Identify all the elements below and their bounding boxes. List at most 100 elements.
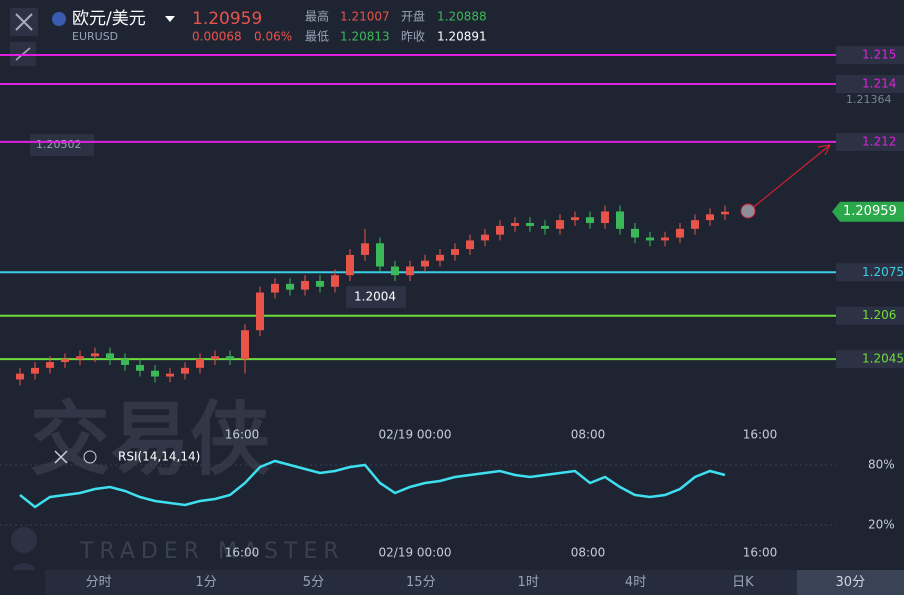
x-label: 08:00 xyxy=(571,428,606,442)
candle-body xyxy=(166,373,174,377)
candle-body xyxy=(46,362,54,368)
candle-body xyxy=(256,292,264,331)
candle-body xyxy=(586,217,594,224)
candle-body xyxy=(136,364,144,371)
candle-body xyxy=(211,356,219,360)
level-label: 1.206 xyxy=(862,308,896,322)
rsi-line xyxy=(19,459,726,509)
candle-body xyxy=(421,260,429,267)
x-label: 16:00 xyxy=(225,428,260,442)
candle-body xyxy=(721,211,729,215)
candle-body xyxy=(676,228,684,238)
candle-body xyxy=(541,225,549,229)
price-tag-label: 1.20959 xyxy=(843,204,897,219)
price-tag xyxy=(832,201,904,222)
candle-body xyxy=(661,237,669,241)
level-tag xyxy=(836,75,904,93)
pair[interactable]: 欧元/美元 xyxy=(72,9,146,29)
candle-body xyxy=(481,234,489,241)
candle-body xyxy=(301,280,309,290)
candle-body xyxy=(31,367,39,374)
watermark: 交易侠 xyxy=(30,393,271,486)
tooltip xyxy=(30,134,94,156)
annotation: 1.21364 xyxy=(846,93,892,106)
tab[interactable]: 1时 xyxy=(517,575,539,590)
tab[interactable]: 日K xyxy=(732,575,754,590)
tab[interactable]: 分时 xyxy=(85,575,112,590)
tab[interactable]: 1分 xyxy=(195,575,217,590)
x-label: 16:00 xyxy=(225,546,260,560)
expand-icon xyxy=(15,47,31,61)
x-label: 08:00 xyxy=(571,546,606,560)
candle-body xyxy=(646,237,654,241)
rsi-name: RSI(14,14,14) xyxy=(118,450,200,464)
x-label: 02/19 00:00 xyxy=(379,428,452,442)
tab[interactable]: 30分 xyxy=(796,570,904,595)
level-label: 1.212 xyxy=(862,134,896,148)
candle-body xyxy=(571,217,579,221)
candle-body xyxy=(121,359,129,365)
candle-body xyxy=(511,223,519,226)
x-label: 16:00 xyxy=(743,546,778,560)
candle-body xyxy=(16,373,24,380)
candle-body xyxy=(361,243,369,255)
candle-body xyxy=(706,214,714,221)
candle-body xyxy=(496,225,504,235)
level-tag xyxy=(836,350,904,369)
candle-body xyxy=(331,275,339,287)
label: 开盘 xyxy=(401,9,425,24)
candle-body xyxy=(76,356,84,360)
annotation: 1.20502 xyxy=(36,138,82,151)
level-tag xyxy=(836,306,904,325)
candle-body xyxy=(616,211,624,229)
tooltip xyxy=(346,286,406,308)
symbol: EURUSD xyxy=(72,30,118,43)
candle-body xyxy=(376,243,384,267)
value: 1.20891 xyxy=(437,30,487,44)
change-pct: 0.06% xyxy=(254,30,292,44)
candle-body xyxy=(451,249,459,255)
arrow-head xyxy=(817,144,831,156)
price: 1.20959 xyxy=(192,9,262,29)
draw-button[interactable] xyxy=(11,527,37,553)
level-label: 1.2075 xyxy=(862,265,904,279)
rsi-settings[interactable] xyxy=(83,450,97,464)
candle-body xyxy=(556,220,564,229)
tab[interactable]: 4时 xyxy=(624,575,647,590)
level-label: 1.215 xyxy=(862,48,896,62)
x-label: 16:00 xyxy=(743,428,778,442)
candle-body xyxy=(526,223,534,226)
chart: 交易侠 TRADER MASTER 欧元/美元 EURUSD 1.20959 0… xyxy=(0,8,904,570)
label: 最高 xyxy=(305,9,329,24)
close-icon xyxy=(15,13,33,31)
candle-body xyxy=(271,283,279,293)
candle-body xyxy=(106,353,114,360)
level-label: 1.214 xyxy=(862,77,896,91)
label: 最低 xyxy=(305,30,329,44)
level-tag xyxy=(836,46,904,65)
info-icon[interactable] xyxy=(740,203,756,219)
candle-body xyxy=(691,220,699,229)
candle-body xyxy=(346,254,354,276)
candle-body xyxy=(466,240,474,250)
level-tag xyxy=(836,132,904,151)
y-tick-label: 80% xyxy=(868,458,895,472)
trend-arrow xyxy=(749,144,831,211)
tab[interactable]: 15分 xyxy=(406,575,436,590)
candle-body xyxy=(316,280,324,287)
candle-body xyxy=(196,359,204,368)
change: 0.00068 xyxy=(192,30,242,44)
dropdown[interactable] xyxy=(165,16,175,22)
candle-body xyxy=(61,359,69,363)
level-label: 1.2045 xyxy=(862,352,904,366)
candle-body xyxy=(181,367,189,374)
rsi-close[interactable] xyxy=(54,450,68,464)
level-tag xyxy=(836,263,904,282)
y-tick-label: 20% xyxy=(868,518,895,532)
indicator-button[interactable] xyxy=(11,563,37,570)
candle-body xyxy=(631,228,639,238)
tab[interactable]: 5分 xyxy=(302,575,325,590)
candle-body xyxy=(241,330,249,360)
